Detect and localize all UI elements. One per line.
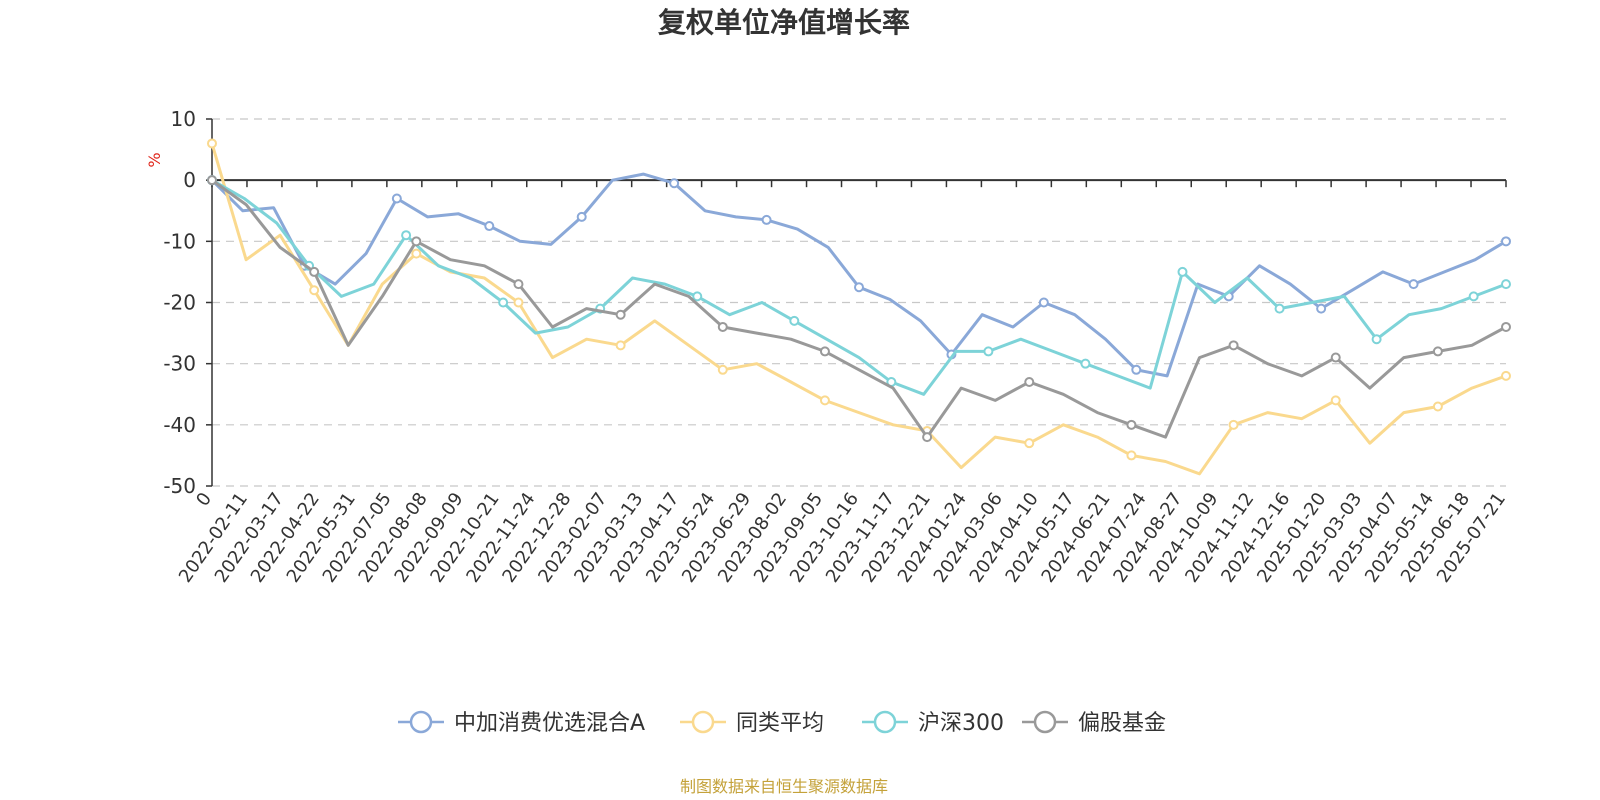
series-point: [1432, 401, 1443, 412]
legend-item[interactable]: 沪深300: [862, 710, 1004, 736]
series-point: [922, 432, 933, 443]
series-point: [498, 297, 509, 308]
series-point: [1501, 370, 1511, 381]
chart-title: 复权单位净值增长率: [658, 6, 910, 39]
series-point: [309, 285, 320, 296]
x-tick-label: 0: [192, 489, 216, 510]
legend-circle-icon: [1033, 710, 1057, 734]
series-point: [1131, 364, 1142, 375]
series-point: [854, 282, 864, 293]
series-point: [1316, 303, 1327, 314]
legend-circle-icon: [409, 710, 433, 734]
series-point: [1080, 358, 1091, 369]
legend-label: 偏股基金: [1078, 711, 1166, 736]
y-tick-label: -30: [163, 352, 196, 376]
series-line: [210, 178, 1508, 439]
y-axis-unit: %: [145, 152, 164, 167]
series-point: [1177, 266, 1188, 277]
legend-label: 沪深300: [918, 711, 1004, 736]
series-point: [1432, 346, 1443, 357]
y-tick-label: -10: [163, 229, 196, 253]
series-point: [576, 211, 587, 222]
series-point: [717, 321, 728, 332]
legend-label: 同类平均: [736, 711, 824, 736]
series-point: [761, 214, 772, 225]
series-point: [1024, 438, 1035, 449]
series-point: [819, 395, 830, 406]
series-point: [1330, 395, 1341, 406]
source-note: 制图数据来自恒生聚源数据库: [680, 777, 888, 796]
legend-circle-icon: [873, 710, 897, 734]
series-point: [1468, 291, 1479, 302]
series-point: [309, 266, 320, 277]
series-point: [1024, 377, 1035, 388]
series-point: [513, 279, 524, 290]
series-point: [1501, 236, 1511, 247]
legend-item[interactable]: 偏股基金: [1022, 710, 1166, 736]
y-tick-label: -20: [163, 291, 196, 315]
series-point: [207, 138, 217, 149]
series-point: [669, 178, 680, 189]
series-point: [1330, 352, 1341, 363]
series-point: [1126, 450, 1137, 461]
series-point: [615, 340, 626, 351]
series-point: [615, 309, 626, 320]
series-point: [411, 248, 422, 259]
series-point: [1501, 279, 1511, 290]
legend-circle-icon: [691, 710, 715, 734]
grid-layer: [212, 118, 1506, 487]
y-tick-label: 10: [171, 107, 196, 131]
series-3: [207, 175, 1511, 443]
series-point: [1501, 321, 1511, 332]
legend-item[interactable]: 中加消费优选混合A: [398, 710, 645, 736]
series-2: [207, 175, 1511, 396]
series-point: [411, 236, 422, 247]
axis-layer: 100-10-20-30-40-5002022-02-112022-03-172…: [163, 107, 1510, 587]
series-layer: [207, 138, 1511, 476]
series-point: [1038, 297, 1049, 308]
y-tick-label: -40: [163, 413, 196, 437]
series-line: [210, 178, 1508, 396]
legend-label: 中加消费优选混合A: [454, 711, 645, 736]
series-0: [207, 172, 1511, 378]
series-point: [1408, 279, 1419, 290]
series-point: [717, 364, 728, 375]
y-tick-label: -50: [163, 474, 196, 498]
legend-item[interactable]: 同类平均: [680, 710, 824, 736]
series-1: [207, 138, 1511, 476]
series-point: [789, 315, 800, 326]
series-line: [210, 142, 1508, 476]
series-point: [692, 291, 703, 302]
legend: 中加消费优选混合A 同类平均 沪深300 偏股基金: [398, 710, 1166, 736]
series-point: [1228, 340, 1239, 351]
series-point: [513, 297, 524, 308]
series-point: [1228, 419, 1239, 430]
series-point: [1274, 303, 1285, 314]
series-point: [207, 175, 217, 186]
series-line: [210, 172, 1508, 378]
series-point: [484, 221, 495, 232]
series-point: [819, 346, 830, 357]
series-point: [401, 230, 412, 241]
y-tick-label: 0: [183, 168, 196, 192]
series-point: [983, 346, 994, 357]
series-point: [1126, 419, 1137, 430]
series-point: [1371, 334, 1382, 345]
series-point: [391, 193, 402, 204]
